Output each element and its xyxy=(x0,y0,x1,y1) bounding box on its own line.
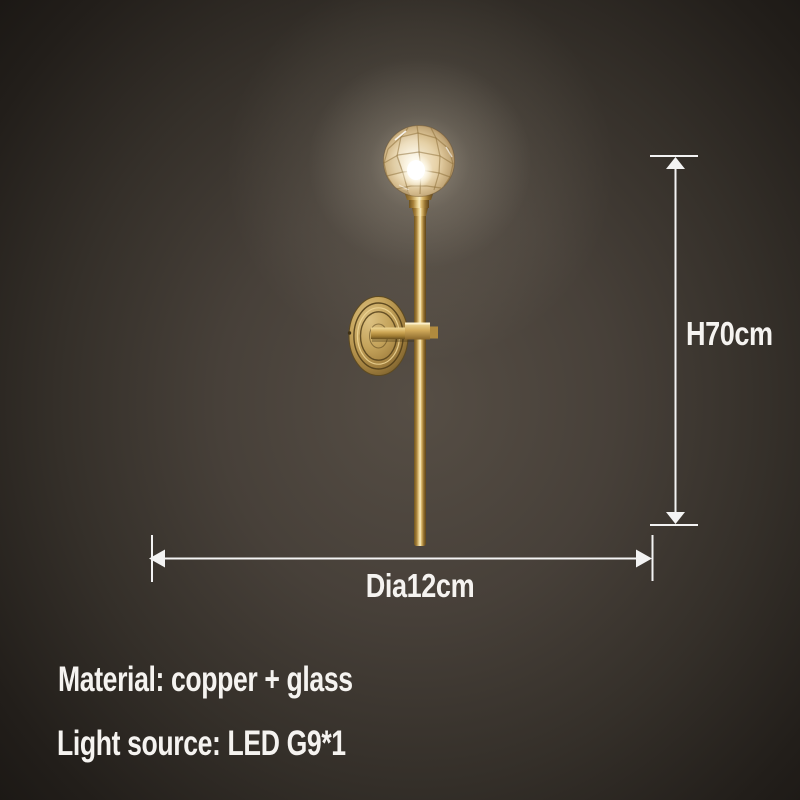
arrow-up-icon xyxy=(666,157,685,169)
mount-arm xyxy=(371,327,421,342)
lamp-stem xyxy=(414,212,426,546)
arrow-right-icon xyxy=(636,549,652,568)
arrow-down-icon xyxy=(666,512,685,524)
crystal-ball xyxy=(383,125,455,197)
height-dimension-label: H70cm xyxy=(686,315,773,352)
width-dimension-line xyxy=(149,535,654,582)
screw-icon xyxy=(347,331,352,335)
arm-clamp xyxy=(405,322,438,340)
height-dimension-line xyxy=(650,155,698,526)
light-source-spec: Light source: LED G9*1 xyxy=(57,724,346,763)
arrow-left-icon xyxy=(149,549,165,568)
diameter-dimension-label: Dia12cm xyxy=(365,567,475,604)
material-spec: Material: copper + glass xyxy=(58,660,353,699)
